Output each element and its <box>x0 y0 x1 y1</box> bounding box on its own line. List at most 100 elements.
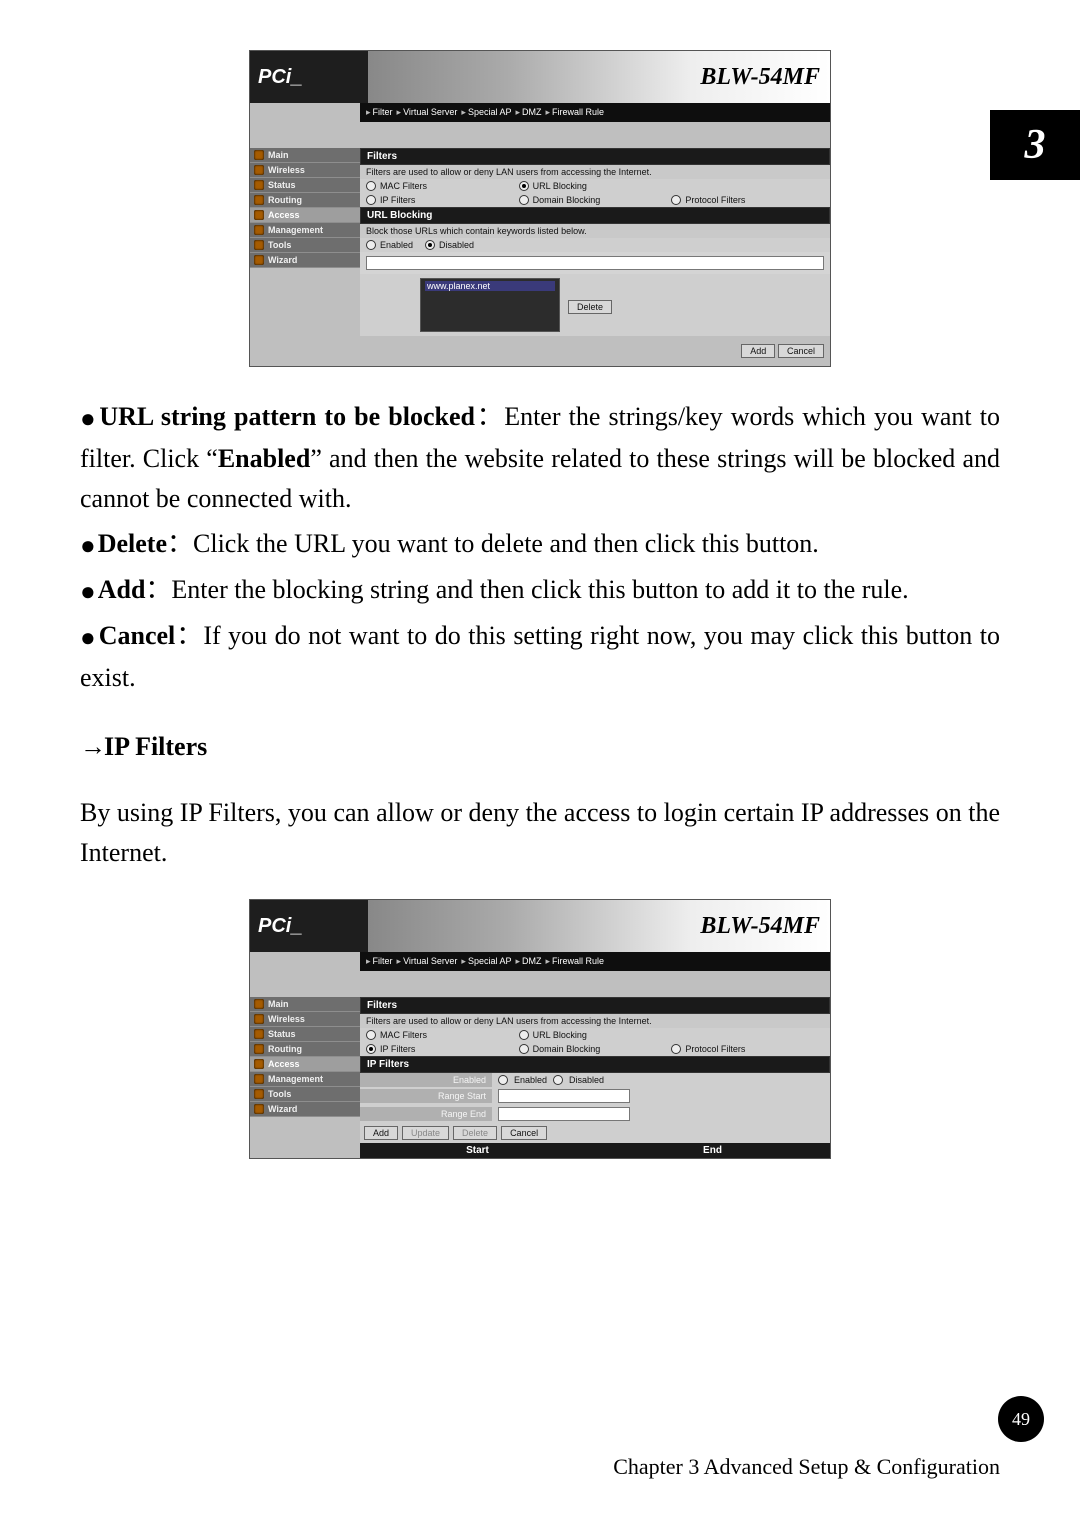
bullet-icon <box>254 1029 264 1039</box>
list-item[interactable]: www.planex.net <box>425 281 555 291</box>
bullet-icon: ● <box>80 531 96 560</box>
sidebar-item-management[interactable]: Management <box>250 223 360 238</box>
filters-header: Filters <box>360 148 830 165</box>
bullet-icon <box>254 150 264 160</box>
bullet-delete: ●Delete：Click the URL you want to delete… <box>80 524 1000 566</box>
sidebar-label: Wizard <box>268 255 297 265</box>
screenshot-header: PCi_ BLW-54MF <box>250 900 830 952</box>
sidebar-item-wireless[interactable]: Wireless <box>250 163 360 178</box>
logo: PCi_ <box>250 900 368 952</box>
bullet-title: Cancel <box>99 621 176 650</box>
sidebar-label: Access <box>268 1059 300 1069</box>
sidebar-item-status[interactable]: Status <box>250 1027 360 1042</box>
url-input-row <box>360 252 830 274</box>
product-title: BLW-54MF <box>700 913 820 940</box>
radio-label: Protocol Filters <box>685 195 745 205</box>
bullet-icon <box>254 1104 264 1114</box>
radio-enabled[interactable] <box>366 240 376 250</box>
radio-url-blocking[interactable] <box>519 1030 529 1040</box>
bullet-icon <box>254 1074 264 1084</box>
range-end-input[interactable] <box>498 1107 630 1121</box>
radio-label: Protocol Filters <box>685 1044 745 1054</box>
tab-filter[interactable]: Filter <box>366 956 393 967</box>
sidebar-item-tools[interactable]: Tools <box>250 1087 360 1102</box>
sidebar-item-access[interactable]: Access <box>250 208 360 223</box>
sidebar-label: Routing <box>268 195 302 205</box>
sidebar-label: Routing <box>268 1044 302 1054</box>
radio-protocol-filters[interactable] <box>671 195 681 205</box>
radio-domain-blocking[interactable] <box>519 1044 529 1054</box>
tab-filter[interactable]: Filter <box>366 107 393 118</box>
tab-firewall-rule[interactable]: Firewall Rule <box>546 107 605 118</box>
sidebar-item-management[interactable]: Management <box>250 1072 360 1087</box>
cancel-button[interactable]: Cancel <box>501 1126 547 1140</box>
filters-description: Filters are used to allow or deny LAN us… <box>360 165 830 179</box>
radio-label: Domain Blocking <box>533 195 601 205</box>
sidebar-item-wizard[interactable]: Wizard <box>250 253 360 268</box>
radio-ip-filters[interactable] <box>366 1044 376 1054</box>
url-string-input[interactable] <box>366 256 824 270</box>
bullet-add: ●Add：Enter the blocking string and then … <box>80 570 1000 612</box>
sidebar-item-wizard[interactable]: Wizard <box>250 1102 360 1117</box>
radio-ip-filters[interactable] <box>366 195 376 205</box>
cancel-button[interactable]: Cancel <box>778 344 824 358</box>
radio-disabled[interactable] <box>425 240 435 250</box>
filter-type-row-2: IP Filters Domain Blocking Protocol Filt… <box>360 1042 830 1056</box>
bullet-icon: ● <box>80 577 96 606</box>
sidebar-label: Status <box>268 180 296 190</box>
radio-enabled[interactable] <box>498 1075 508 1085</box>
range-start-row: Range Start <box>360 1087 830 1105</box>
sidebar-item-main[interactable]: Main <box>250 148 360 163</box>
radio-label: Enabled <box>514 1075 547 1085</box>
radio-domain-blocking[interactable] <box>519 195 529 205</box>
sidebar-label: Management <box>268 225 323 235</box>
body-text: ●URL string pattern to be blocked：Enter … <box>80 397 1000 873</box>
sidebar-item-routing[interactable]: Routing <box>250 1042 360 1057</box>
sidebar-item-tools[interactable]: Tools <box>250 238 360 253</box>
sidebar-label: Management <box>268 1074 323 1084</box>
sidebar-item-wireless[interactable]: Wireless <box>250 1012 360 1027</box>
range-start-input[interactable] <box>498 1089 630 1103</box>
content-panel: Filters Filters are used to allow or den… <box>360 997 830 1158</box>
add-button[interactable]: Add <box>741 344 775 358</box>
filters-header: Filters <box>360 997 830 1014</box>
bullet-icon <box>254 195 264 205</box>
tab-bar: Filter Virtual Server Special AP DMZ Fir… <box>360 103 830 122</box>
tab-firewall-rule[interactable]: Firewall Rule <box>546 956 605 967</box>
radio-protocol-filters[interactable] <box>671 1044 681 1054</box>
update-button[interactable]: Update <box>402 1126 449 1140</box>
add-button[interactable]: Add <box>364 1126 398 1140</box>
tab-dmz[interactable]: DMZ <box>515 956 541 967</box>
bullet-icon <box>254 1059 264 1069</box>
bullet-icon <box>254 255 264 265</box>
tab-special-ap[interactable]: Special AP <box>461 107 511 118</box>
sidebar-item-main[interactable]: Main <box>250 997 360 1012</box>
radio-url-blocking[interactable] <box>519 181 529 191</box>
radio-mac-filters[interactable] <box>366 1030 376 1040</box>
tab-dmz[interactable]: DMZ <box>515 107 541 118</box>
sidebar-item-status[interactable]: Status <box>250 178 360 193</box>
logo: PCi_ <box>250 51 368 103</box>
footer-text: Chapter 3 Advanced Setup & Configuration <box>0 1454 1080 1480</box>
bullet-inline-bold: Enabled <box>218 444 311 473</box>
tab-virtual-server[interactable]: Virtual Server <box>397 956 458 967</box>
blocked-url-list[interactable]: www.planex.net <box>420 278 560 332</box>
ip-filters-paragraph: By using IP Filters, you can allow or de… <box>80 793 1000 874</box>
bullet-icon <box>254 180 264 190</box>
bullet-title: Add <box>98 575 146 604</box>
sidebar-label: Tools <box>268 240 291 250</box>
tab-virtual-server[interactable]: Virtual Server <box>397 107 458 118</box>
ip-filters-header: IP Filters <box>360 1056 830 1073</box>
sidebar-item-routing[interactable]: Routing <box>250 193 360 208</box>
bullet-icon <box>254 210 264 220</box>
delete-button[interactable]: Delete <box>453 1126 497 1140</box>
radio-disabled[interactable] <box>553 1075 563 1085</box>
sidebar-label: Main <box>268 999 289 1009</box>
radio-mac-filters[interactable] <box>366 181 376 191</box>
document-page: 3 PCi_ BLW-54MF Filter Virtual Server Sp… <box>0 0 1080 1528</box>
col-end: End <box>595 1143 830 1158</box>
delete-button[interactable]: Delete <box>568 300 612 314</box>
tab-special-ap[interactable]: Special AP <box>461 956 511 967</box>
sidebar-label: Wireless <box>268 165 305 175</box>
sidebar-item-access[interactable]: Access <box>250 1057 360 1072</box>
